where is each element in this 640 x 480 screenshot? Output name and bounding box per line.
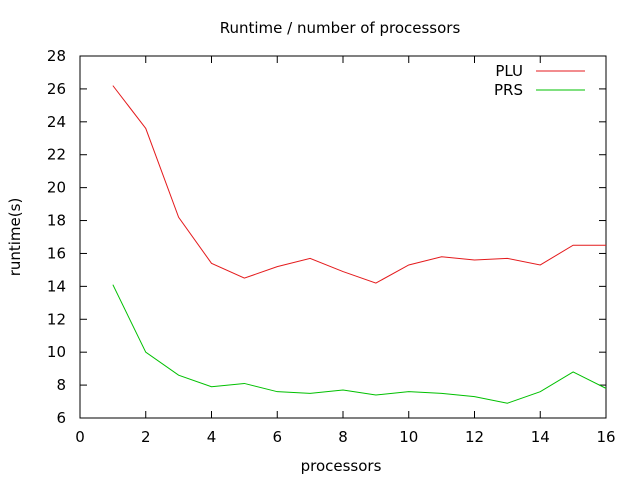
x-tick-label: 6 bbox=[272, 428, 282, 446]
y-tick-label: 10 bbox=[47, 343, 66, 361]
legend-label-plu: PLU bbox=[495, 62, 523, 80]
x-tick-label: 0 bbox=[75, 428, 85, 446]
x-tick-label: 8 bbox=[338, 428, 348, 446]
plot-area-frame bbox=[79, 55, 607, 419]
y-tick-label: 16 bbox=[47, 244, 66, 262]
legend-label-prs: PRS bbox=[494, 81, 523, 99]
x-tick-label: 4 bbox=[207, 428, 217, 446]
chart-title: Runtime / number of processors bbox=[220, 19, 461, 37]
y-tick-label: 26 bbox=[47, 80, 66, 98]
y-tick-label: 12 bbox=[47, 310, 66, 328]
x-axis-label: processors bbox=[301, 457, 382, 475]
y-tick-label: 22 bbox=[47, 146, 66, 164]
y-tick-label: 18 bbox=[47, 212, 66, 230]
y-tick-label: 28 bbox=[47, 47, 66, 65]
series-line-plu bbox=[112, 85, 606, 284]
series-layer bbox=[112, 85, 607, 404]
x-tick-label: 12 bbox=[465, 428, 484, 446]
y-axis: 6 8 10 12 14 16 18 20 22 24 26 28 bbox=[47, 47, 606, 427]
x-axis: 0 2 4 6 8 10 12 14 16 bbox=[75, 56, 616, 446]
x-tick-label: 2 bbox=[141, 428, 151, 446]
y-tick-label: 24 bbox=[47, 113, 66, 131]
x-tick-label: 16 bbox=[596, 428, 615, 446]
x-tick-label: 10 bbox=[399, 428, 418, 446]
y-tick-label: 6 bbox=[56, 409, 66, 427]
y-tick-label: 20 bbox=[47, 179, 66, 197]
x-tick-label: 14 bbox=[531, 428, 550, 446]
y-tick-label: 14 bbox=[47, 277, 66, 295]
y-tick-label: 8 bbox=[56, 376, 66, 394]
y-axis-label: runtime(s) bbox=[6, 198, 24, 277]
series-line-prs bbox=[112, 284, 607, 404]
